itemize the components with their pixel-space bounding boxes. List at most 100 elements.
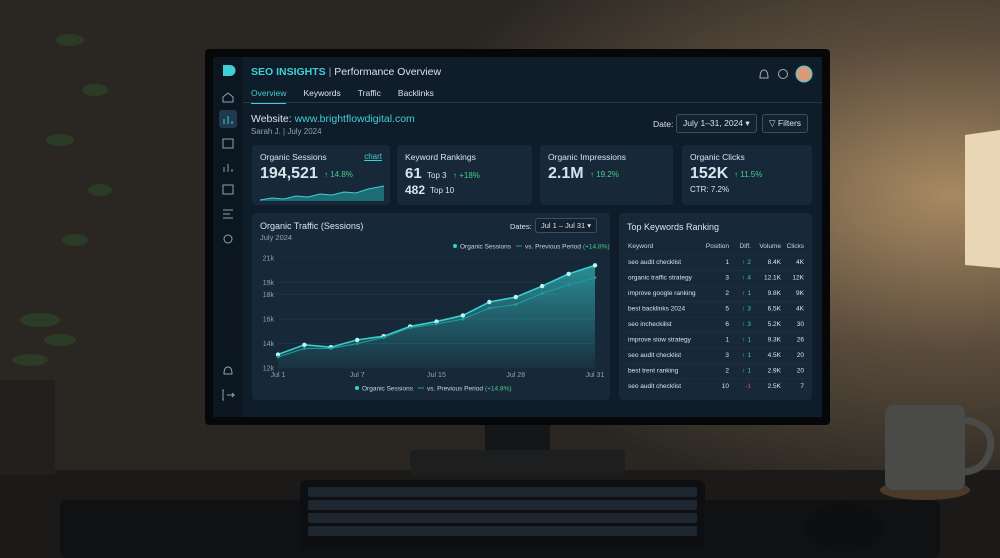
- page-title: Performance Overview: [334, 66, 442, 78]
- table-cell: 6.5K: [768, 306, 782, 313]
- home-icon[interactable]: [222, 92, 234, 103]
- table-cell: best backlinks 2024: [628, 306, 685, 313]
- sparkline: [260, 185, 384, 201]
- mug: [885, 405, 965, 490]
- legend-marker: [453, 244, 457, 248]
- table-cell: seo audit checklist: [628, 383, 681, 390]
- y-tick-label: 18k: [263, 292, 275, 299]
- settings-icon[interactable]: [223, 234, 233, 244]
- dates-picker[interactable]: Jul 1 – Jul 31 ▾: [535, 218, 598, 233]
- kpi-link[interactable]: chart: [364, 152, 382, 161]
- point: [513, 294, 518, 300]
- column-header: Diff.: [740, 243, 752, 250]
- table-cell: 2.9K: [768, 368, 782, 375]
- point: [435, 322, 438, 326]
- byline: Sarah J. | July 2024: [251, 127, 322, 136]
- table-cell: 1: [747, 290, 751, 297]
- table-cell: 3: [747, 321, 751, 328]
- plant: [0, 34, 112, 475]
- lamp-shade: [965, 130, 1000, 268]
- point: [302, 342, 307, 347]
- point: [382, 336, 386, 339]
- avatar[interactable]: [795, 65, 813, 83]
- table-cell: 8.4K: [768, 259, 782, 266]
- point: [434, 319, 439, 324]
- legend-marker: [355, 386, 359, 390]
- up-arrow: ↑: [742, 275, 745, 282]
- dates-value: Jul 1 – Jul 31: [541, 221, 586, 230]
- kpi-value: 152K: [690, 165, 729, 182]
- kpi-value: 2.1M: [548, 165, 584, 182]
- point: [461, 317, 465, 321]
- legend-note: (+14.8%): [583, 244, 610, 251]
- table-cell: 3: [725, 352, 729, 359]
- reports-icon[interactable]: [222, 138, 234, 149]
- point: [329, 347, 333, 350]
- table-cell: 3: [747, 306, 751, 313]
- table-cell: 2: [725, 368, 729, 375]
- logout-icon[interactable]: [222, 389, 236, 401]
- website-url[interactable]: www.brightflowdigital.com: [294, 113, 415, 125]
- table-cell: 2: [747, 259, 751, 266]
- tab[interactable]: Keywords: [303, 88, 341, 98]
- legend-label: vs. Previous Period: [525, 244, 581, 251]
- x-tick-label: Jul 7: [350, 372, 365, 379]
- tab[interactable]: Backlinks: [397, 88, 434, 98]
- column-header: Position: [706, 243, 730, 250]
- alerts-icon[interactable]: [223, 366, 233, 375]
- kpi-card: Keyword Rankings 61 Top 3 ↑ +18% 482 Top…: [397, 145, 532, 205]
- keys: [308, 487, 697, 536]
- bell-icon[interactable]: [759, 69, 769, 79]
- table-cell: 12K: [792, 275, 804, 282]
- filters-button[interactable]: ▽ Filters: [762, 114, 809, 133]
- tab[interactable]: Overview: [251, 88, 287, 104]
- point: [275, 352, 281, 357]
- x-tick-label: Jul 15: [427, 372, 446, 379]
- kpi-card: Organic Clicks 152K ↑ 11.5% CTR: 7.2%: [682, 145, 812, 205]
- point: [355, 342, 359, 345]
- up-arrow: ↑: [742, 352, 745, 359]
- table-cell: 5: [725, 306, 729, 313]
- table-cell: 9.8K: [768, 290, 782, 297]
- point: [487, 306, 491, 310]
- charts-icon[interactable]: [223, 164, 233, 172]
- point: [593, 276, 597, 279]
- table-cell: 7: [800, 383, 804, 390]
- table-cell: 3: [725, 275, 729, 282]
- tabs: Overview Keywords Traffic Backlinks: [251, 88, 434, 104]
- kpi-title: Organic Impressions: [548, 152, 626, 162]
- sparkline-line: [260, 185, 384, 201]
- pages-icon[interactable]: [222, 184, 234, 195]
- legend-label: vs. Previous Period: [427, 386, 483, 393]
- table-cell: 9.3K: [768, 337, 782, 344]
- y-tick-label: 19k: [263, 280, 275, 287]
- kpi-value: 194,521: [260, 165, 318, 182]
- point: [540, 292, 544, 295]
- help-icon[interactable]: [778, 69, 788, 79]
- point: [539, 283, 545, 289]
- point: [408, 326, 412, 330]
- up-arrow: ↑: [742, 368, 745, 375]
- analytics-icon[interactable]: [223, 116, 233, 124]
- up-arrow: ↑: [742, 306, 745, 313]
- y-tick-label: 14k: [263, 341, 275, 348]
- tab[interactable]: Traffic: [357, 88, 381, 98]
- table-cell: organic traffic strategy: [628, 275, 693, 282]
- column-header: Clicks: [787, 243, 805, 250]
- x-tick-label: Jul 28: [506, 372, 525, 379]
- kpi-value: 61: [405, 165, 422, 182]
- kpi-change: ↑ +18%: [453, 171, 480, 180]
- date-picker[interactable]: July 1–31, 2024 ▾: [676, 114, 757, 133]
- links-icon[interactable]: [223, 209, 233, 219]
- kpi-card: Organic Impressions 2.1M ↑ 19.2%: [540, 145, 673, 205]
- logo: [223, 65, 236, 76]
- kpi-change-text: 19.2%: [596, 170, 619, 179]
- table-panel: Top Keywords Ranking Keyword Position Diff…: [619, 213, 812, 400]
- table-cell: 20: [797, 352, 805, 359]
- table-cell: 5.2K: [768, 321, 782, 328]
- up-arrow: ↑: [742, 259, 745, 266]
- table-cell: 12.1K: [764, 275, 782, 282]
- keywords-table: Keyword Position Diff. Volume Clicks seo audi…: [625, 243, 806, 390]
- date-range: July 1–31, 2024: [683, 118, 744, 128]
